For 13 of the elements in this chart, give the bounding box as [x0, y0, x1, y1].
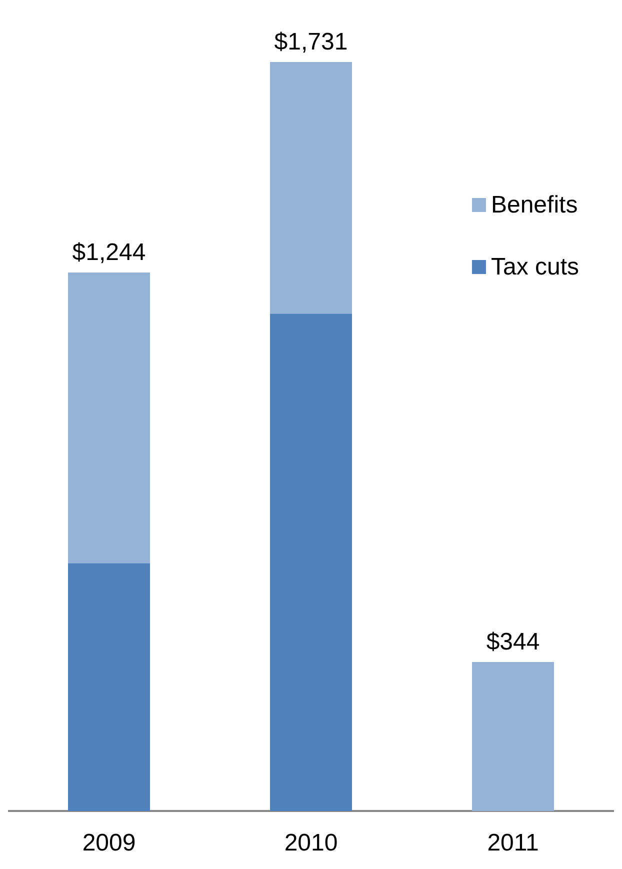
bar [472, 662, 554, 811]
annotation: $1,731 [274, 28, 348, 56]
legend-label: Tax cuts [490, 254, 579, 280]
bar [68, 272, 150, 564]
legend-label: Benefits [490, 192, 578, 218]
bar [68, 563, 150, 811]
x-tick-label: 2011 [487, 830, 539, 856]
bar [270, 314, 352, 811]
annotation: $344 [486, 628, 540, 656]
bar [270, 62, 352, 314]
annotation: $1,244 [72, 238, 146, 266]
x-tick-label: 2009 [82, 830, 136, 856]
x-tick-label: 2010 [284, 830, 338, 856]
